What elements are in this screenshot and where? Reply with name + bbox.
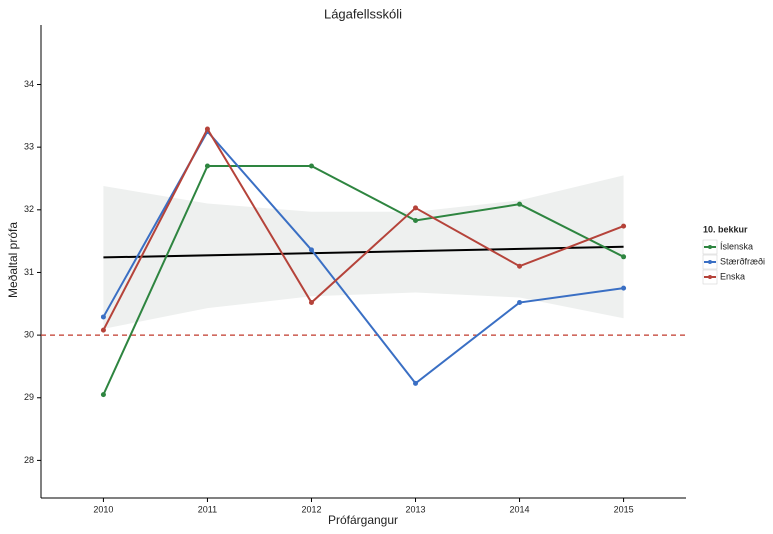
series-line (102, 164, 625, 396)
x-tick-label: 2014 (510, 504, 530, 514)
data-point (100, 327, 106, 333)
x-axis-label: Prófárgangur (328, 513, 398, 527)
y-tick-label: 30 (24, 329, 34, 339)
trend-line (103, 245, 624, 259)
y-tick-label: 28 (24, 455, 34, 465)
y-tick-label: 34 (24, 79, 34, 89)
data-point (204, 126, 210, 132)
data-point (413, 205, 419, 211)
legend-label: Stærðfræði (720, 256, 765, 266)
legend-dot (708, 245, 712, 249)
data-point (621, 254, 627, 260)
x-tick-label: 2015 (614, 504, 634, 514)
y-axis-label: Meðaltal prófa (6, 222, 20, 298)
chart-title: Lágafellsskóli (324, 6, 402, 21)
legend-dot (708, 260, 712, 264)
x-tick-label: 2013 (406, 504, 426, 514)
series-line (102, 126, 624, 331)
y-tick-label: 33 (24, 142, 34, 152)
data-point (308, 163, 314, 169)
data-point (413, 380, 419, 386)
y-tick-label: 29 (24, 392, 34, 402)
y-tick-label: 32 (24, 204, 34, 214)
data-point (413, 217, 419, 223)
legend-label: Enska (720, 271, 745, 281)
x-tick-label: 2012 (301, 504, 321, 514)
data-point (308, 300, 314, 306)
legend-title: 10. bekkur (703, 224, 748, 234)
data-point (517, 201, 523, 207)
data-point (621, 285, 627, 291)
y-tick-label: 31 (24, 267, 34, 277)
data-point (517, 300, 523, 306)
legend-label: Íslenska (720, 241, 753, 251)
data-point (308, 247, 314, 253)
data-point (621, 223, 627, 229)
data-point (204, 163, 210, 169)
legend-dot (708, 275, 712, 279)
data-point (100, 314, 106, 320)
x-tick-label: 2010 (93, 504, 113, 514)
x-tick-label: 2011 (198, 504, 217, 514)
data-point (100, 392, 106, 398)
data-point (517, 263, 523, 269)
